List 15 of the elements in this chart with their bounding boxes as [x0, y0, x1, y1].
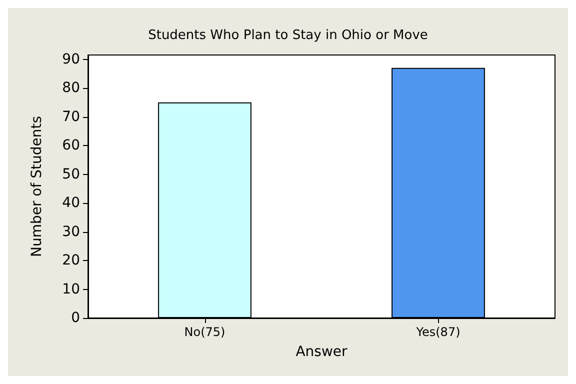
chart-title: Students Who Plan to Stay in Ohio or Move	[148, 28, 428, 43]
x-axis-title: Answer	[296, 344, 348, 360]
y-tick-label: 20	[62, 252, 80, 269]
y-tick-label: 40	[62, 195, 80, 212]
y-tick-label: 30	[62, 224, 80, 240]
y-tick-label: 50	[62, 166, 80, 182]
y-axis-title: Number of Students	[29, 116, 45, 258]
x-tick-label: Yes(87)	[415, 325, 460, 339]
y-tick-label: 90	[62, 51, 80, 68]
y-tick-label: 10	[62, 281, 80, 298]
y-tick-label: 80	[62, 80, 80, 96]
y-tick-label: 60	[62, 138, 80, 154]
y-tick-label: 70	[62, 108, 80, 125]
x-tick-label: No(75)	[184, 325, 226, 339]
y-tick-label: 0	[71, 310, 80, 326]
